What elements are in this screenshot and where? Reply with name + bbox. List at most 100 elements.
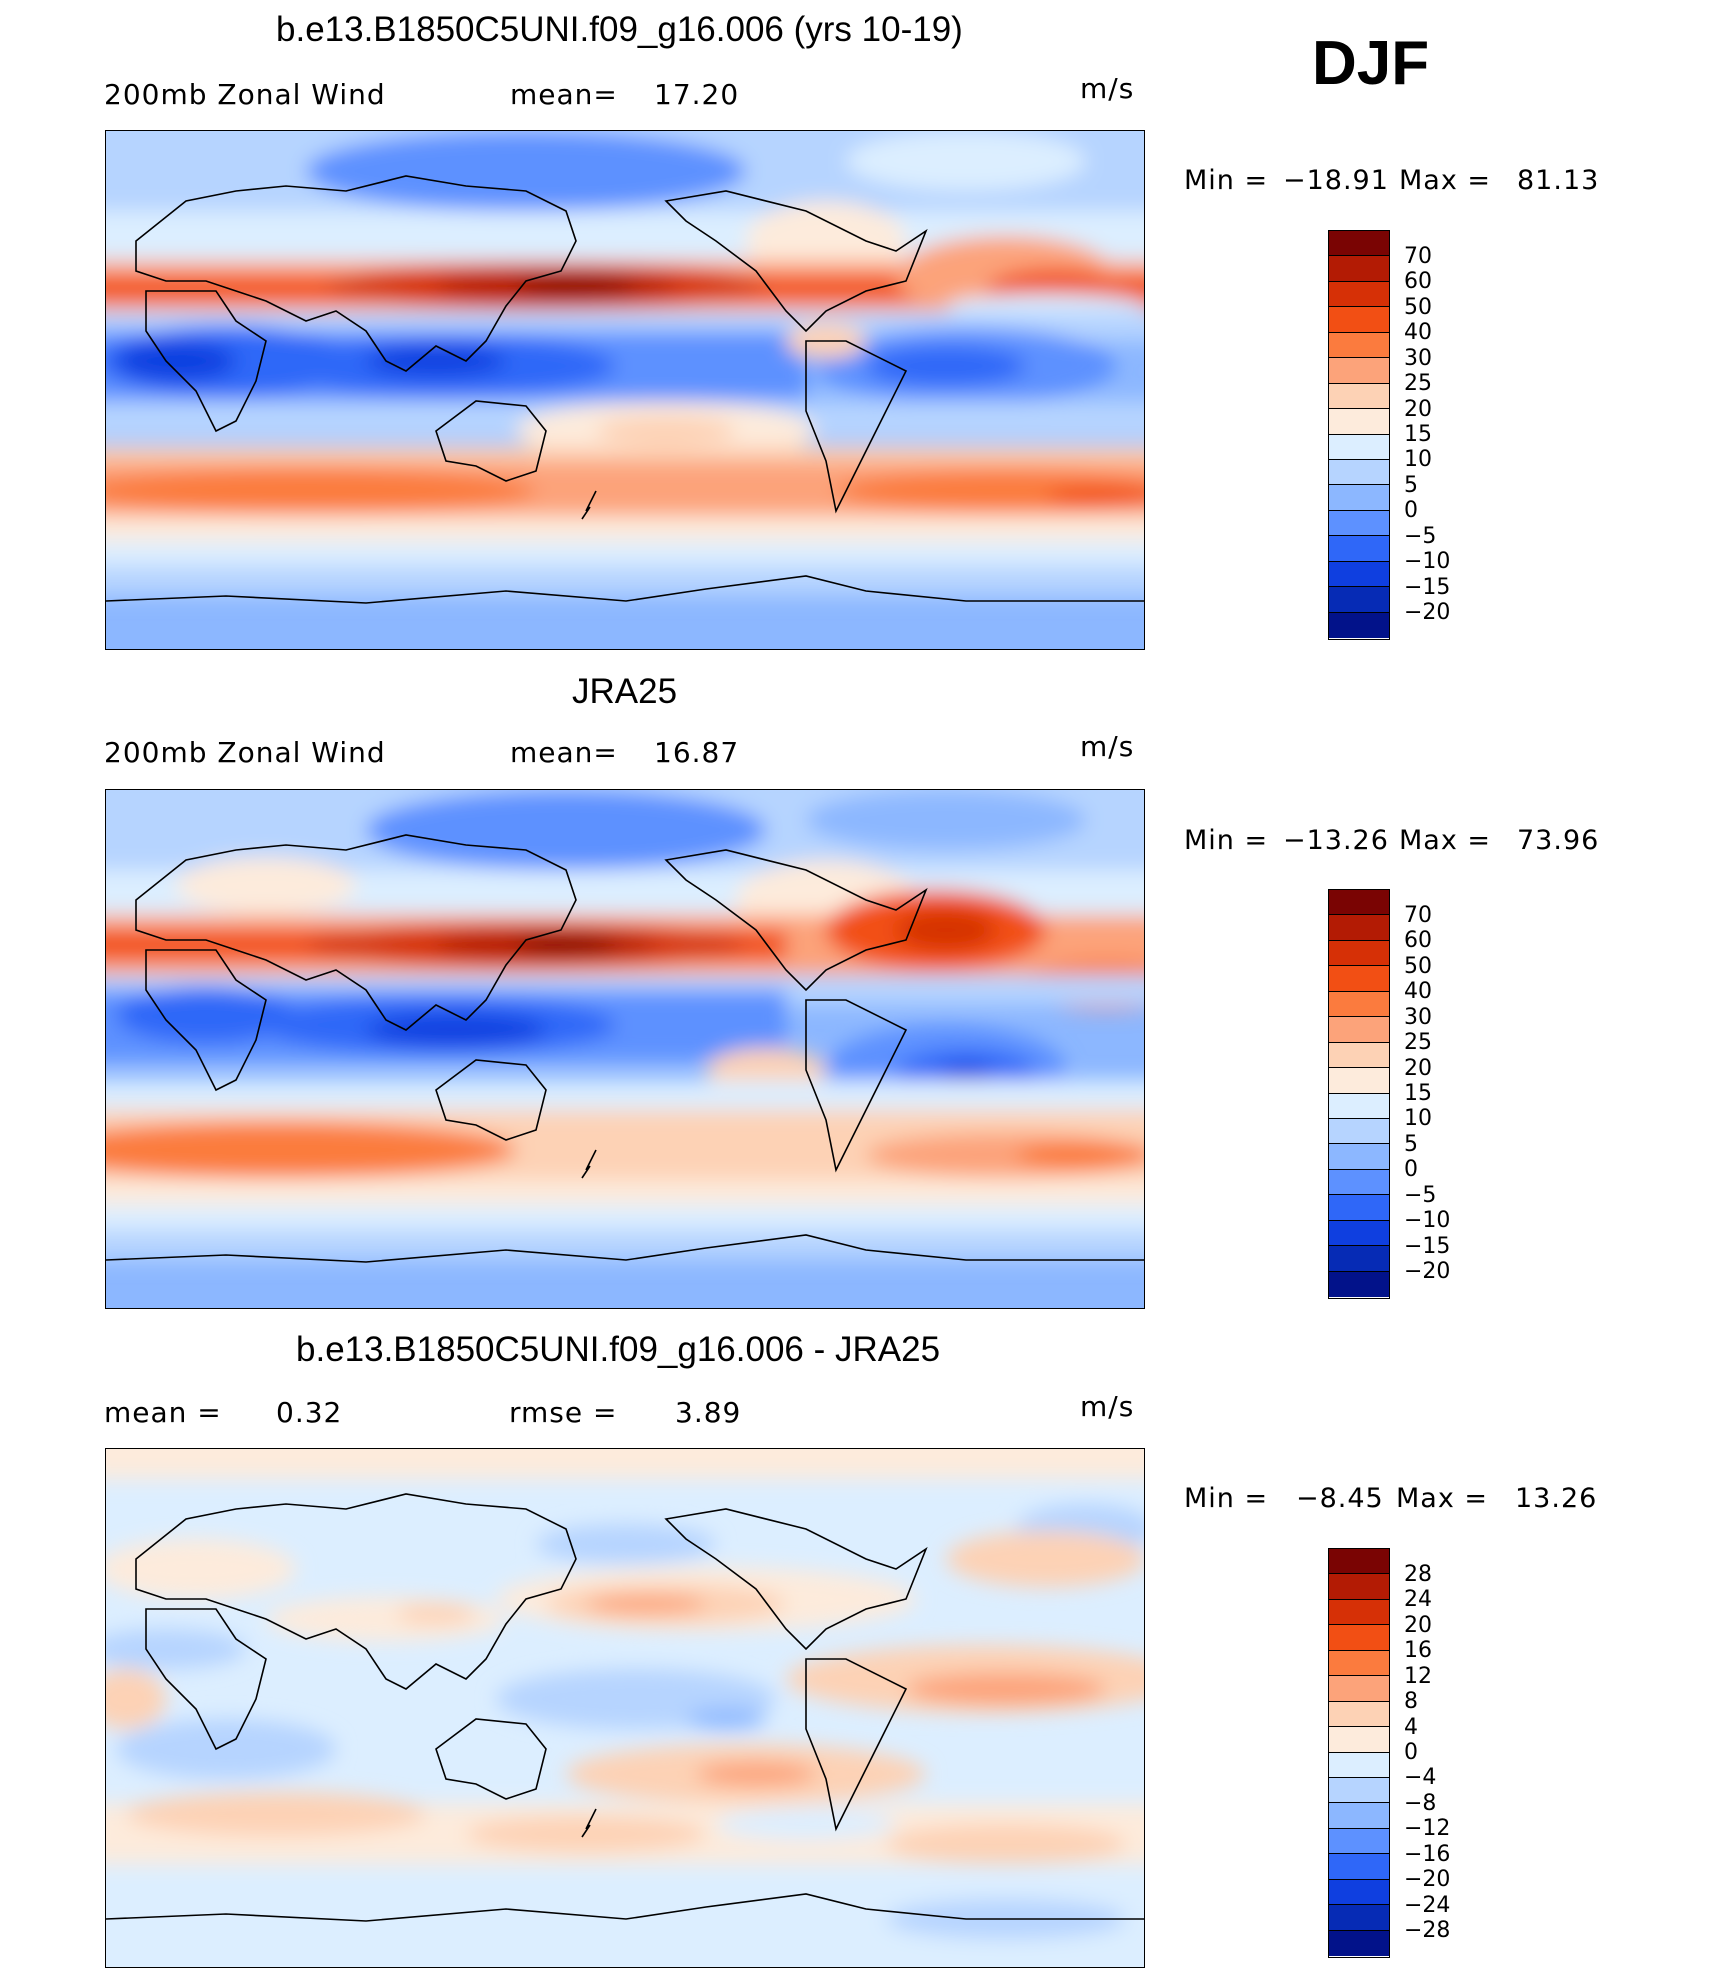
colorbar-label: 0: [1404, 498, 1418, 524]
colorbar-box: [1329, 1118, 1389, 1145]
colorbar-label: 24: [1404, 1587, 1432, 1613]
panel-2-title: JRA25: [572, 672, 678, 711]
colorbar-label: −28: [1404, 1918, 1451, 1944]
colorbar-box: [1329, 1625, 1389, 1651]
colorbar-label: 10: [1404, 1106, 1432, 1132]
colorbar-box: [1329, 1574, 1389, 1600]
colorbar-label: −15: [1404, 1233, 1451, 1259]
colorbar-label: 15: [1404, 422, 1432, 447]
colorbar-label: 5: [1404, 1131, 1418, 1157]
colorbar-box: [1329, 459, 1389, 486]
colorbar-box: [1329, 1650, 1389, 1677]
colorbar-box: [1329, 1144, 1389, 1170]
colorbar-label: 16: [1404, 1638, 1432, 1664]
colorbar-box: [1329, 1169, 1389, 1196]
colorbar-label: −20: [1404, 1259, 1451, 1285]
colorbar-box: [1329, 485, 1389, 511]
colorbar-label: −20: [1404, 1867, 1451, 1893]
panel-2-max-label: Max =: [1399, 825, 1492, 856]
colorbar-box: [1329, 915, 1389, 941]
panel-3-coastlines: [106, 1493, 1144, 1922]
colorbar-label: −4: [1404, 1765, 1437, 1791]
colorbar-box: [1329, 612, 1389, 638]
colorbar-box: [1329, 1905, 1389, 1931]
panel-1-coastlines: [106, 175, 1144, 604]
colorbar-box: [1329, 281, 1389, 308]
colorbar-label: 25: [1404, 1030, 1432, 1056]
colorbar-box: [1329, 256, 1389, 282]
colorbar-box: [1329, 1068, 1389, 1094]
panel-1-max-label: Max =: [1399, 165, 1492, 196]
panel-1-field-label: 200mb Zonal Wind: [104, 78, 386, 111]
colorbar-label: 30: [1404, 345, 1432, 371]
colorbar-label: −10: [1404, 549, 1451, 575]
panel-1-min-label: Min =: [1184, 165, 1269, 196]
panel-3-mean-value: 0.32: [276, 1396, 343, 1429]
colorbar-box: [1329, 307, 1389, 333]
colorbar-label: 50: [1404, 294, 1432, 320]
colorbar-box: [1329, 1246, 1389, 1272]
panel-1-title: b.e13.B1850C5UNI.f09_g16.006 (yrs 10-19): [276, 10, 963, 49]
colorbar-box: [1329, 1195, 1389, 1221]
panel-2-colorbar: [1328, 889, 1390, 1299]
panel-3-max-value: 13.26: [1515, 1483, 1598, 1514]
panel-1-colorbar: [1328, 230, 1390, 640]
panel-1-contour-map: [106, 131, 1144, 649]
colorbar-label: 0: [1404, 1740, 1418, 1765]
colorbar-box: [1329, 358, 1389, 384]
colorbar-label: 15: [1404, 1081, 1432, 1106]
panel-1-max-value: 81.13: [1517, 165, 1600, 196]
colorbar-label: 12: [1404, 1663, 1432, 1689]
colorbar-label: 25: [1404, 371, 1432, 397]
colorbar-label: 50: [1404, 953, 1432, 979]
colorbar-box: [1329, 991, 1389, 1018]
colorbar-box: [1329, 1701, 1389, 1728]
panel-3-units: m/s: [1080, 1390, 1135, 1423]
colorbar-box: [1329, 587, 1389, 613]
panel-3-max-label: Max =: [1396, 1483, 1489, 1514]
colorbar-box: [1329, 1042, 1389, 1069]
colorbar-box: [1329, 1803, 1389, 1829]
colorbar-label: −20: [1404, 600, 1451, 626]
colorbar-box: [1329, 561, 1389, 588]
colorbar-box: [1329, 1271, 1389, 1297]
panel-2-min-label: Min =: [1184, 825, 1269, 856]
panel-2-units: m/s: [1080, 730, 1135, 763]
colorbar-label: 70: [1404, 902, 1432, 928]
colorbar-box: [1329, 1828, 1389, 1855]
colorbar-label: 60: [1404, 928, 1432, 954]
colorbar-box: [1329, 1930, 1389, 1956]
panel-2-contour-map: [106, 790, 1144, 1308]
panel-2-coastlines: [106, 834, 1144, 1263]
panel-2-map: [105, 789, 1145, 1309]
colorbar-label: 60: [1404, 269, 1432, 295]
colorbar-box: [1329, 890, 1389, 916]
panel-2-mean-value: 16.87: [654, 736, 740, 769]
panel-3-min-label: Min =: [1184, 1483, 1269, 1514]
colorbar-box: [1329, 1220, 1389, 1247]
colorbar-label: 28: [1404, 1561, 1432, 1587]
colorbar-box: [1329, 1854, 1389, 1880]
colorbar-box: [1329, 383, 1389, 410]
colorbar-box: [1329, 1093, 1389, 1119]
colorbar-box: [1329, 1727, 1389, 1753]
colorbar-box: [1329, 510, 1389, 537]
colorbar-label: −15: [1404, 574, 1451, 600]
panel-3-contour-map: [106, 1449, 1144, 1967]
colorbar-label: −10: [1404, 1208, 1451, 1234]
colorbar-label: −5: [1404, 523, 1437, 549]
colorbar-label: −24: [1404, 1892, 1451, 1918]
colorbar-box: [1329, 434, 1389, 460]
season-label: DJF: [1312, 29, 1430, 98]
panel-3-mean-label: mean =: [104, 1396, 222, 1429]
colorbar-label: −5: [1404, 1182, 1437, 1208]
colorbar-label: 5: [1404, 472, 1418, 498]
colorbar-label: 20: [1404, 1612, 1432, 1638]
colorbar-label: 0: [1404, 1157, 1418, 1183]
panel-3-map: [105, 1448, 1145, 1968]
colorbar-label: 20: [1404, 1055, 1432, 1081]
colorbar-label: 10: [1404, 447, 1432, 473]
panel-2-max-value: 73.96: [1517, 825, 1600, 856]
colorbar-label: 40: [1404, 979, 1432, 1005]
colorbar-label: 4: [1404, 1714, 1418, 1740]
